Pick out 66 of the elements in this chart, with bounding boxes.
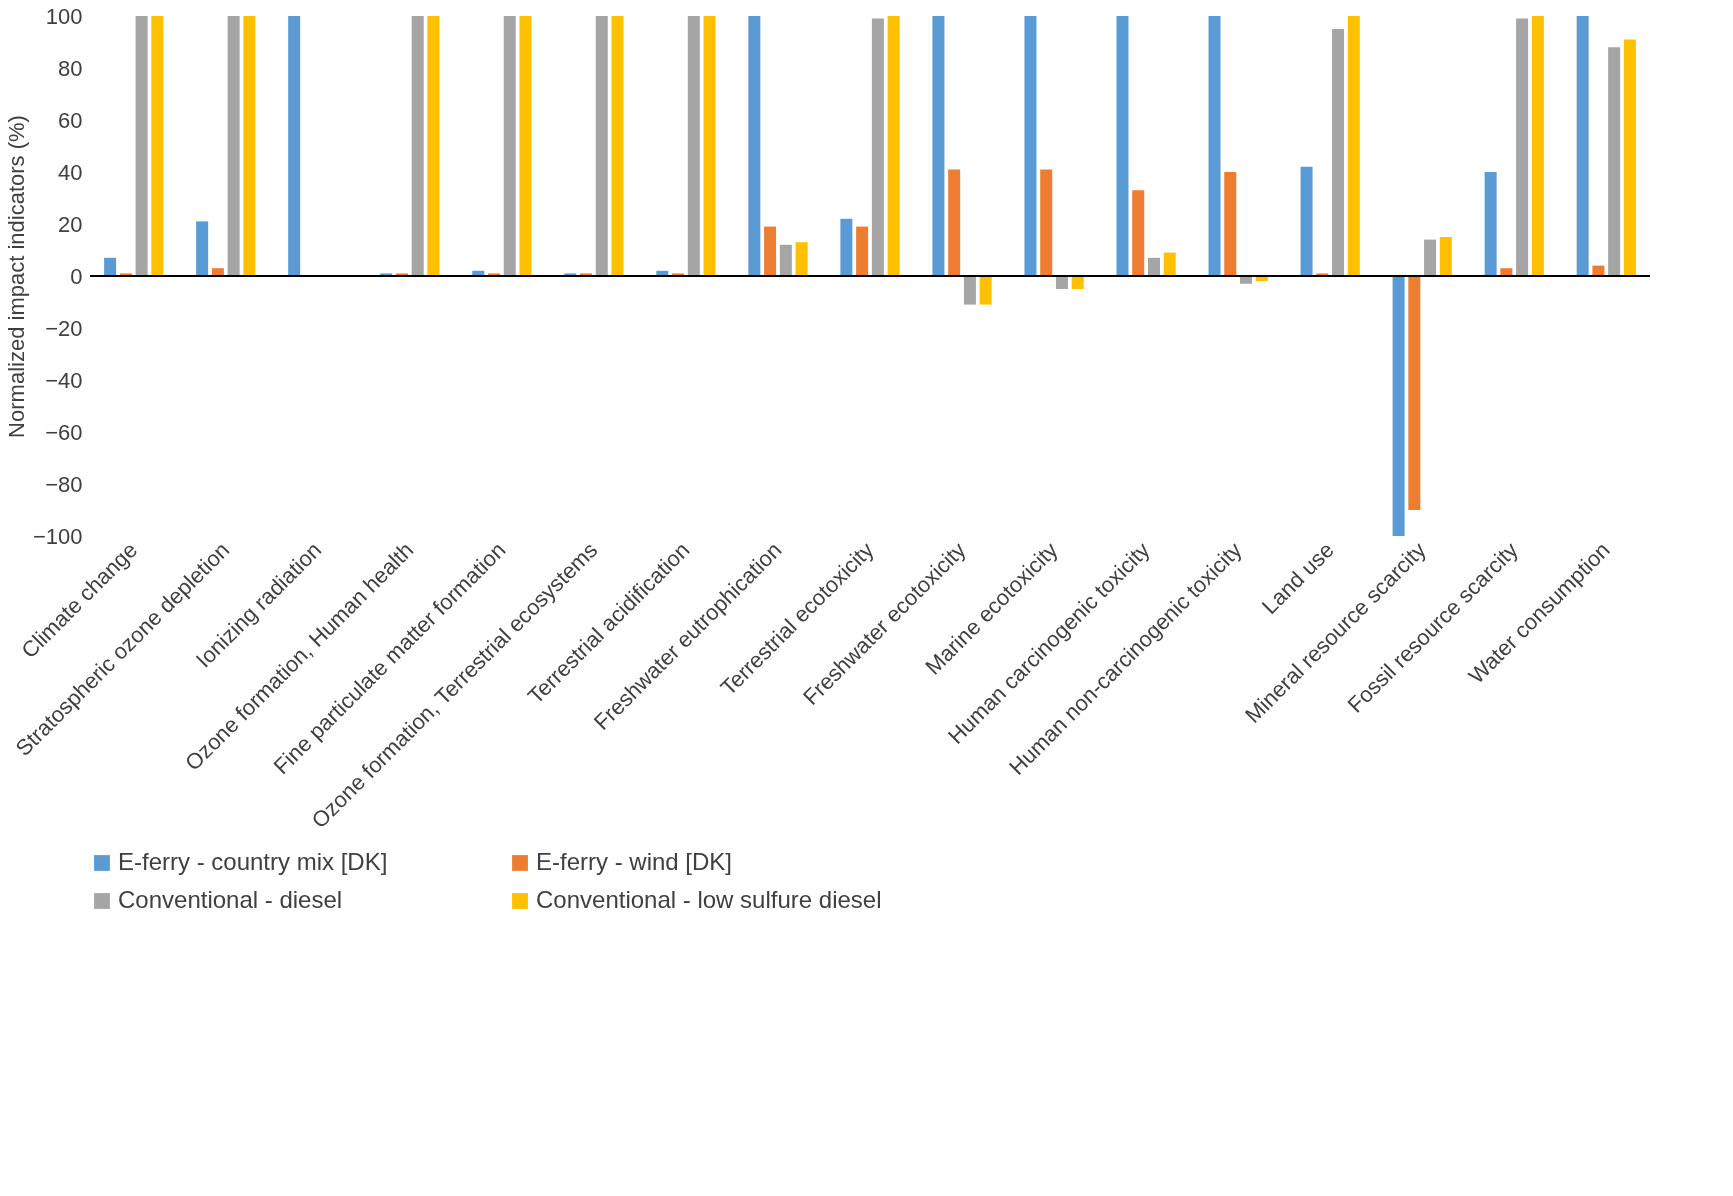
- bar: [687, 16, 700, 276]
- bar: [1024, 16, 1037, 276]
- bar: [227, 16, 240, 276]
- bar: [1071, 276, 1084, 289]
- bar: [871, 18, 884, 276]
- bar: [795, 242, 808, 276]
- bar: [748, 16, 761, 276]
- bar: [1132, 190, 1145, 276]
- bar: [411, 16, 424, 276]
- bar: [948, 169, 961, 276]
- bar: [503, 16, 516, 276]
- bar: [703, 16, 716, 276]
- y-tick-label: −100: [32, 523, 83, 549]
- bar: [932, 16, 945, 276]
- y-tick-label: 80: [58, 55, 83, 81]
- bar: [779, 244, 792, 276]
- bar: [1531, 16, 1544, 276]
- legend-label: E-ferry - wind [DK]: [536, 848, 733, 875]
- y-tick-label: 20: [58, 211, 83, 237]
- bar: [1439, 237, 1452, 276]
- bar: [427, 16, 440, 276]
- bar: [243, 16, 256, 276]
- bar: [1208, 16, 1221, 276]
- legend-label: Conventional - diesel: [118, 886, 343, 913]
- bar: [1116, 16, 1129, 276]
- y-tick-label: −80: [45, 471, 83, 497]
- bar: [1224, 172, 1237, 276]
- bar: [1347, 16, 1360, 276]
- bar: [1040, 169, 1053, 276]
- y-tick-label: −40: [45, 367, 83, 393]
- legend-label: Conventional - low sulfure diesel: [536, 886, 882, 913]
- y-tick-label: 60: [58, 107, 83, 133]
- bar: [979, 276, 992, 305]
- bar: [840, 218, 853, 276]
- bar: [288, 16, 301, 276]
- bar: [1300, 166, 1313, 276]
- bar: [764, 226, 777, 276]
- bar: [1332, 29, 1345, 276]
- bar: [1484, 172, 1497, 276]
- bar: [151, 16, 164, 276]
- bar: [1623, 39, 1636, 276]
- bar: [519, 16, 532, 276]
- bar: [1408, 276, 1421, 510]
- bar: [963, 276, 976, 305]
- y-tick-label: −20: [45, 315, 83, 341]
- bar: [1424, 239, 1437, 276]
- y-axis-title: Normalized impact indicators (%): [3, 115, 29, 438]
- y-tick-label: 40: [58, 159, 83, 185]
- bar: [595, 16, 608, 276]
- bar: [104, 257, 117, 276]
- bar: [887, 16, 900, 276]
- y-tick-label: 100: [45, 3, 83, 29]
- bar: [135, 16, 148, 276]
- y-tick-label: −60: [45, 419, 83, 445]
- bar: [1576, 16, 1589, 276]
- bar: [196, 221, 209, 276]
- bar: [1608, 47, 1621, 276]
- bar: [856, 226, 869, 276]
- bar: [1147, 257, 1160, 276]
- bar: [1163, 252, 1176, 276]
- legend-label: E-ferry - country mix [DK]: [118, 848, 388, 875]
- bar: [1392, 276, 1405, 536]
- bar: [611, 16, 624, 276]
- y-tick-label: 0: [70, 263, 83, 289]
- bar: [1516, 18, 1529, 276]
- bar: [1055, 276, 1068, 289]
